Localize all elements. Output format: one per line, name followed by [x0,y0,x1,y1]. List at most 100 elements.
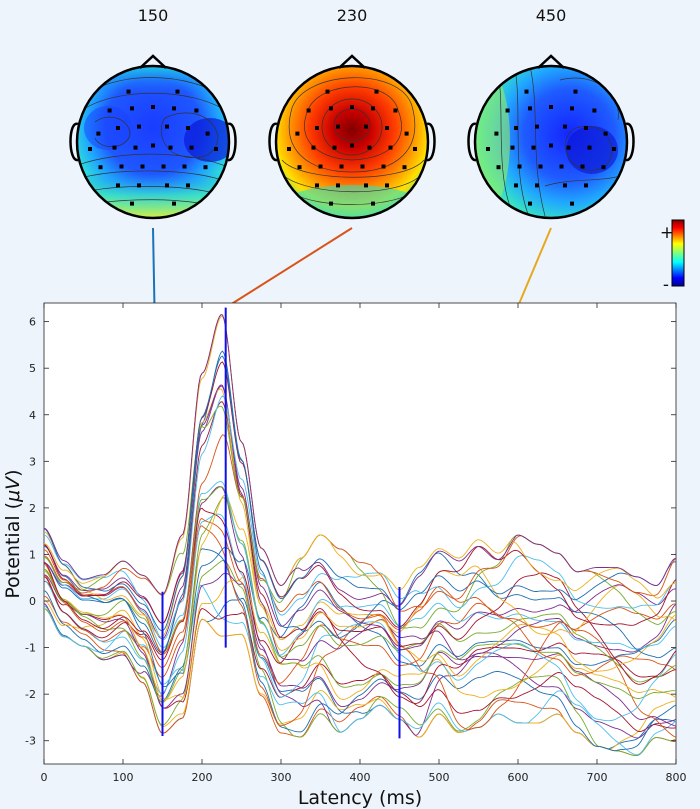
electrode-marker [137,183,141,188]
electrode-marker [360,164,365,169]
electrode-marker [306,108,311,113]
channel-waveform [44,388,676,651]
channel-waveform [44,494,676,702]
electrode-marker [119,164,124,169]
head-outline [338,54,366,69]
x-tick-label: 100 [113,771,134,784]
electrode-marker [172,106,176,111]
electrode-marker [580,164,585,169]
x-tick-label: 0 [41,771,48,784]
electrode-marker [510,145,515,150]
electrode-marker [570,106,574,111]
electrode-marker [165,183,169,188]
electrode-marker [528,106,532,111]
electrode-marker [559,164,564,169]
head-outline [139,54,167,69]
electrode-marker [538,164,543,169]
x-tick-label: 700 [587,771,608,784]
electrode-marker [371,106,375,111]
electrode-marker [189,145,194,150]
electrode-marker [486,147,490,151]
channel-waveform [44,314,676,607]
y-tick-label: 4 [29,409,36,422]
electrode-marker [168,145,173,150]
topomap-latency-label: 230 [337,6,368,25]
channel-waveform [44,581,676,732]
head-outline [537,54,565,69]
x-axis-ticks: 0 100 200 300 400 500 600 700 800 [41,303,687,784]
channel-waveform [44,497,676,703]
x-tick-label: 200 [192,771,213,784]
electrode-marker [371,201,375,206]
electrode-marker [566,145,571,150]
y-tick-label: 1 [29,548,36,561]
electrode-marker [496,165,501,170]
y-tick-label: 5 [29,362,36,375]
left-ear [69,122,79,162]
channel-waveforms [44,314,676,757]
topomap-150: 150 [69,6,237,220]
left-ear [467,122,477,162]
electrode-marker [107,108,112,113]
electrode-marker [535,183,539,188]
electrode-marker [339,164,344,169]
electrode-marker [133,145,138,150]
topomap-230: 230 [268,6,436,220]
y-tick-label: 3 [29,455,36,468]
y-axis-title-prefix: Potential ( [2,502,24,599]
y-axis-title: Potential (μV) [2,469,24,598]
electrode-marker [514,126,518,130]
electrode-marker [297,165,302,170]
electrode-marker [151,143,155,148]
electrode-marker [350,105,354,109]
topomap-latency-label: 450 [536,6,567,25]
plot-background [43,302,677,765]
colorbar-plus-label: + [660,223,674,243]
y-axis-title-suffix: ) [2,469,24,476]
electrode-marker [592,108,597,113]
electrode-marker [186,126,190,130]
electrode-marker [311,145,316,150]
electrode-marker [531,145,536,150]
electrode-marker [318,164,323,169]
electrode-marker [528,201,532,206]
right-ear [227,122,237,162]
scalp-outline [473,64,629,220]
electrode-marker [165,124,169,129]
channel-waveform [44,350,676,659]
electrode-marker [584,183,588,188]
electrode-marker [329,201,333,206]
colorbar: + - [660,219,685,295]
electrode-marker [563,183,567,188]
electrode-marker [130,106,134,111]
electrode-marker [96,131,101,136]
latency-markers [161,307,401,739]
channel-waveform [44,385,676,662]
x-tick-label: 800 [666,771,687,784]
topomap-row: 150 230 [69,6,635,220]
channel-waveform [44,434,676,655]
channel-waveform [44,513,676,722]
y-tick-label: -1 [25,642,36,655]
electrode-marker [287,147,291,151]
x-axis-title: Latency (ms) [298,787,422,809]
y-tick-label: -3 [25,735,36,748]
channel-waveform [44,547,676,688]
channel-waveform [44,576,676,700]
scalp-outline [75,64,231,220]
x-tick-label: 600 [508,771,529,784]
x-tick-label: 500 [429,771,450,784]
channel-waveform [44,507,676,704]
electrode-markers [88,89,616,206]
electrode-marker [172,201,176,206]
electrode-marker [332,145,337,150]
electrode-marker [385,183,389,188]
electrode-marker [203,165,208,170]
electrode-marker [140,164,145,169]
electrode-marker [336,124,340,129]
y-tick-label: 2 [29,502,36,515]
electrode-marker [404,131,409,136]
topomap-450: 450 [467,6,635,220]
electrode-marker [214,147,218,151]
